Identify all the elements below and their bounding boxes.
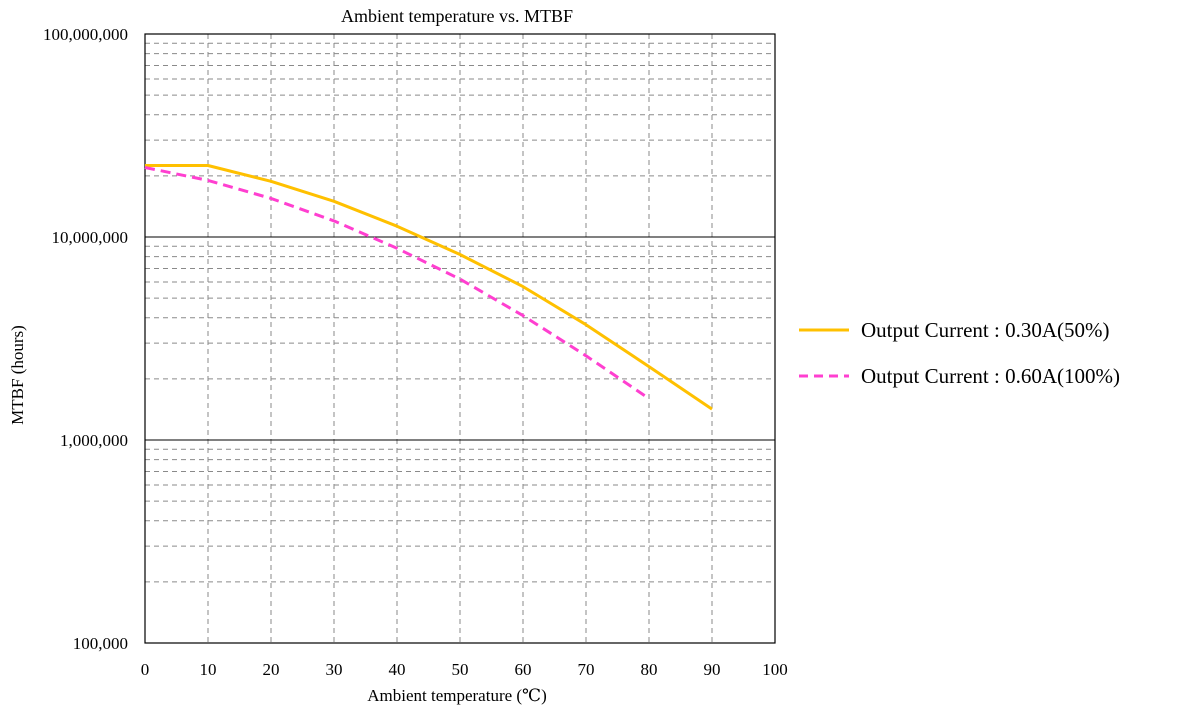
x-tick-label: 80 xyxy=(641,660,658,679)
plot-frame xyxy=(144,33,776,644)
x-tick-label: 40 xyxy=(389,660,406,679)
legend-label-output-current-50: Output Current : 0.30A(50%) xyxy=(861,318,1109,342)
x-tick-label: 50 xyxy=(452,660,469,679)
x-tick-label: 0 xyxy=(141,660,150,679)
x-tick-label: 30 xyxy=(326,660,343,679)
x-tick-label: 10 xyxy=(200,660,217,679)
x-axis-title: Ambient temperature (℃) xyxy=(367,686,547,705)
grid-layer xyxy=(145,34,775,643)
y-tick-label: 100,000,000 xyxy=(43,25,128,44)
legend: Output Current : 0.30A(50%) Output Curre… xyxy=(799,318,1120,388)
series-line-0 xyxy=(145,164,713,411)
x-tick-label: 90 xyxy=(704,660,721,679)
x-tick-label: 70 xyxy=(578,660,595,679)
x-tick-label: 20 xyxy=(263,660,280,679)
x-tick-label: 100 xyxy=(762,660,788,679)
x-tick-labels: 0 10 20 30 40 50 60 70 80 90 100 xyxy=(141,660,788,679)
y-axis-title: MTBF (hours) xyxy=(8,325,27,425)
y-tick-labels: 100,000 1,000,000 10,000,000 100,000,000 xyxy=(43,25,128,653)
y-tick-label: 100,000 xyxy=(73,634,128,653)
series-layer xyxy=(144,164,713,411)
y-tick-label: 10,000,000 xyxy=(52,228,129,247)
series-line-1 xyxy=(144,166,650,400)
y-tick-label: 1,000,000 xyxy=(60,431,128,450)
chart-title: Ambient temperature vs. MTBF xyxy=(341,6,573,26)
x-tick-label: 60 xyxy=(515,660,532,679)
legend-label-output-current-100: Output Current : 0.60A(100%) xyxy=(861,364,1120,388)
